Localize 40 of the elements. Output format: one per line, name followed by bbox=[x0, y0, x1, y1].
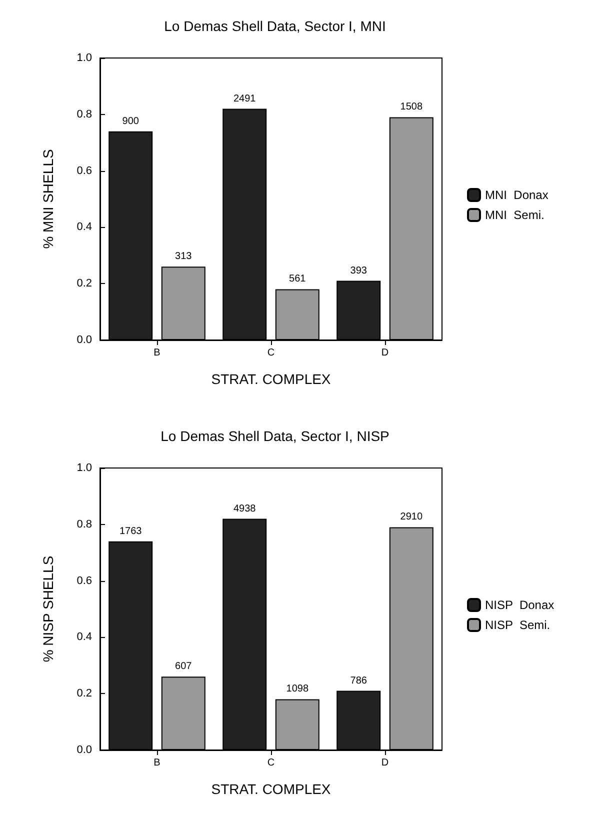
y-tick-label: 0.0 bbox=[76, 744, 92, 756]
y-axis-title: % MNI SHELLS bbox=[40, 149, 56, 249]
annotation: 1763 bbox=[119, 526, 142, 537]
y-tick-label: 0.6 bbox=[76, 164, 92, 177]
annotation: 393 bbox=[350, 265, 368, 276]
annotation: 2910 bbox=[400, 512, 423, 523]
x-tick-label: C bbox=[267, 348, 275, 358]
x-axis-title: STRAT. COMPLEX bbox=[211, 781, 332, 797]
y-tick-label: 0.4 bbox=[76, 221, 92, 234]
y-tick-label: 0.8 bbox=[76, 518, 92, 530]
y-tick-label: 0.6 bbox=[76, 574, 92, 587]
annotation: 2491 bbox=[233, 93, 256, 104]
x-tick-label: B bbox=[154, 758, 161, 768]
annotation: 561 bbox=[289, 274, 306, 285]
y-tick-label: 0.8 bbox=[76, 108, 92, 120]
x-tick-label: B bbox=[154, 348, 161, 358]
y-tick-label: 0.2 bbox=[76, 688, 92, 700]
y-tick-label: 0.4 bbox=[76, 631, 92, 644]
x-axis-title: STRAT. COMPLEX bbox=[211, 371, 332, 387]
annotation: 1508 bbox=[400, 102, 423, 113]
annotation: 900 bbox=[122, 116, 140, 127]
legend-label: MNI Donax bbox=[485, 188, 548, 202]
annotation: 313 bbox=[175, 251, 192, 262]
annotation: 607 bbox=[175, 661, 192, 672]
y-tick-label: 1.0 bbox=[76, 52, 92, 64]
annotation: 786 bbox=[350, 675, 368, 686]
x-tick-label: D bbox=[381, 758, 389, 768]
chart-title: Lo Demas Shell Data, Sector I, NISP bbox=[160, 428, 390, 444]
y-tick-label: 0.2 bbox=[76, 278, 92, 290]
y-tick-label: 0.0 bbox=[76, 334, 92, 346]
chart-title: Lo Demas Shell Data, Sector I, MNI bbox=[164, 18, 386, 34]
legend-label: NISP Donax bbox=[485, 598, 554, 612]
x-tick-label: D bbox=[381, 348, 389, 358]
x-tick-label: C bbox=[267, 758, 275, 768]
legend-label: MNI Semi. bbox=[485, 208, 544, 222]
y-axis-title: % NISP SHELLS bbox=[40, 556, 56, 662]
y-tick-label: 1.0 bbox=[76, 462, 92, 474]
annotation: 4938 bbox=[233, 503, 256, 514]
legend-label: NISP Semi. bbox=[485, 618, 550, 632]
annotation: 1098 bbox=[286, 684, 309, 695]
